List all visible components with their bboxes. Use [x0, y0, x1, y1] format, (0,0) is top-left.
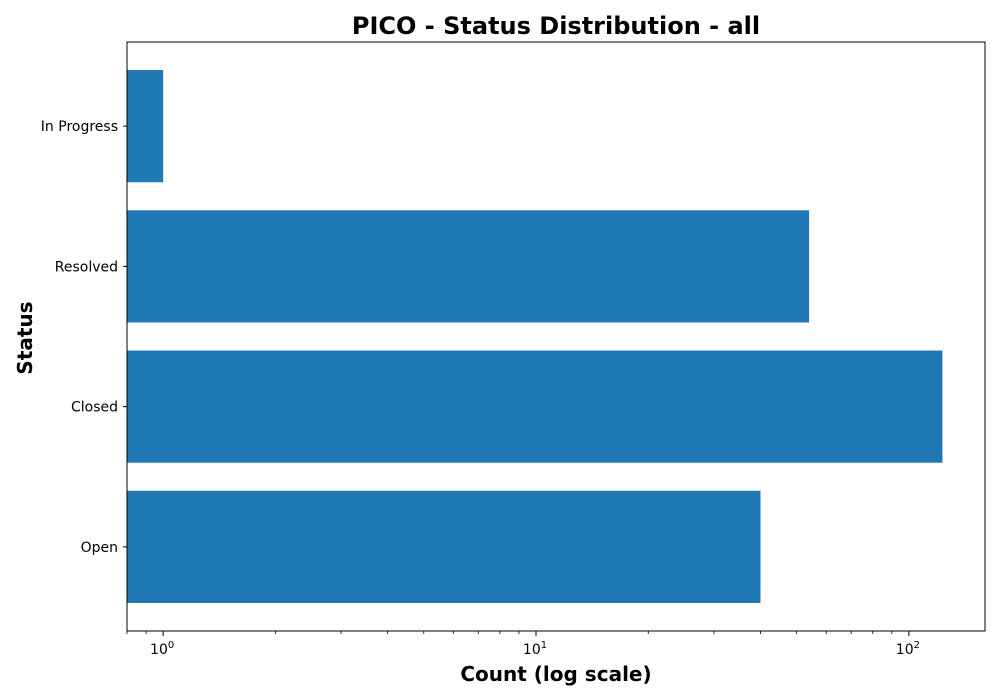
y-axis: Open Closed Resolved In Progress [41, 119, 127, 556]
x-axis: 100 101 102 [126, 631, 920, 658]
plot-frame [126, 41, 986, 632]
bar-open [127, 490, 761, 603]
y-axis-label: Status [13, 301, 37, 374]
bar-in-progress [127, 70, 164, 183]
bar-closed [127, 350, 943, 463]
bars-layer [127, 70, 943, 603]
x-axis-label: Count (log scale) [460, 662, 651, 686]
y-tick-label: Resolved [55, 259, 118, 275]
chart-title: PICO - Status Distribution - all [352, 12, 760, 40]
y-tick-label: Closed [71, 400, 118, 416]
x-tick-label: 100 [150, 640, 174, 658]
y-tick-label: In Progress [41, 119, 118, 135]
bar-resolved [127, 210, 810, 323]
x-tick-label: 101 [523, 640, 547, 658]
x-tick-label: 102 [896, 640, 920, 658]
y-tick-label: Open [81, 540, 118, 556]
